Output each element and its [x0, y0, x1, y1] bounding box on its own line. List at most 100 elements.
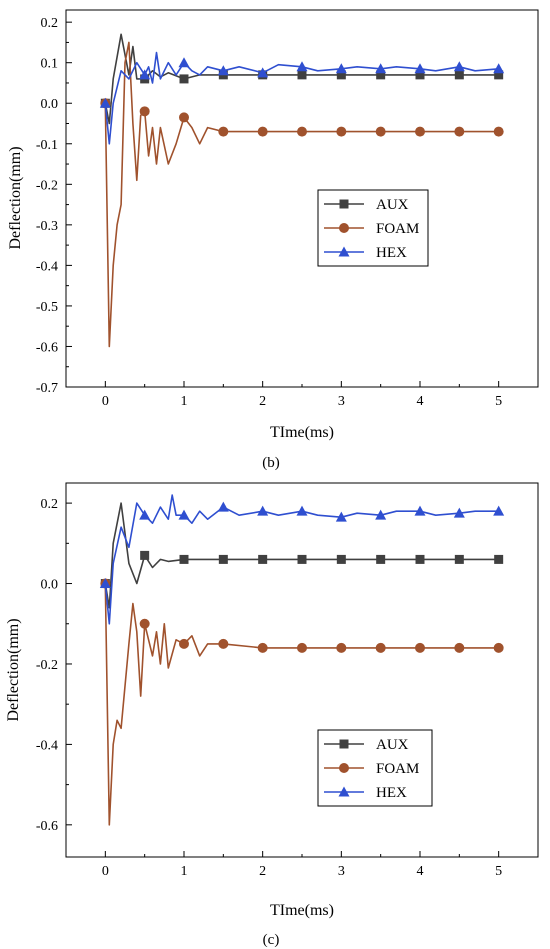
data-point-foam	[493, 642, 504, 653]
x-tick-label: 3	[338, 394, 345, 409]
data-point-aux	[415, 554, 425, 564]
y-tick-label: 0.2	[41, 16, 59, 31]
data-point-foam	[493, 126, 504, 137]
legend-marker-hex	[338, 246, 350, 257]
y-tick-label: -0.2	[36, 658, 58, 673]
x-tick-label: 1	[181, 394, 188, 409]
data-point-aux	[258, 554, 268, 564]
data-point-foam	[415, 642, 425, 653]
x-tick-label: 0	[102, 864, 109, 879]
data-point-hex	[217, 501, 229, 512]
chart-panel-c: 0 1 2 3 4 5 0.2 0.0 -0.2 -0.4 -0.6 TIme(ms) Deflec…	[5, 482, 539, 948]
panel-label: (b)	[262, 455, 280, 471]
y-tick-label: -0.6	[36, 819, 58, 834]
data-point-aux	[297, 554, 307, 564]
y-tick-label: -0.4	[36, 738, 58, 753]
legend-marker-foam	[339, 223, 349, 233]
data-point-hex	[414, 63, 426, 74]
data-point-aux	[376, 70, 386, 80]
data-point-foam	[297, 642, 307, 653]
y-tick-label: 0.0	[41, 578, 59, 593]
data-point-foam	[179, 112, 189, 123]
legend-label-foam: FOAM	[376, 761, 419, 777]
data-point-aux	[336, 554, 346, 564]
chart-panel-b: 0 1 2 3 4 5 0.2 0.1 0.0 -0.1 -0.2 -0.3 -0.4 -0.5 -0.6 -…	[7, 9, 539, 471]
legend-marker-foam	[339, 763, 349, 773]
panel-label: (c)	[263, 932, 280, 948]
y-tick-label: -0.1	[36, 138, 58, 153]
data-point-foam	[139, 618, 150, 629]
data-point-hex	[296, 61, 308, 72]
data-point-aux	[376, 554, 386, 564]
series-line-aux	[104, 33, 499, 125]
data-point-aux	[179, 74, 189, 84]
y-tick-label: 0.2	[41, 497, 59, 512]
data-point-aux	[140, 550, 150, 560]
data-point-hex	[139, 69, 151, 80]
data-point-foam	[218, 126, 229, 137]
data-point-hex	[99, 578, 111, 589]
series-line-foam	[104, 41, 499, 348]
data-point-hex	[493, 505, 505, 516]
legend-label-hex: HEX	[376, 245, 407, 261]
data-point-hex	[335, 63, 347, 74]
legend: AUX FOAM HEX	[317, 729, 433, 807]
data-point-aux	[454, 554, 464, 564]
x-axis-label: TIme(ms)	[270, 424, 334, 441]
x-tick-label: 5	[495, 864, 502, 879]
x-tick-label: 2	[259, 864, 266, 879]
plot-frame	[65, 482, 539, 858]
data-point-foam	[218, 638, 229, 649]
data-point-foam	[257, 126, 268, 137]
y-tick-label: -0.6	[36, 340, 58, 355]
legend-label-aux: AUX	[376, 197, 409, 213]
data-point-hex	[217, 65, 229, 76]
data-point-foam	[454, 126, 465, 137]
data-point-aux	[179, 554, 189, 564]
axis-ticks: 0 1 2 3 4 5 0.2 0.1 0.0 -0.1 -0.2 -0.3 -0.4 -0.5 -0.6 -…	[36, 16, 539, 409]
y-tick-label: -0.7	[36, 381, 58, 396]
series-line-foam	[104, 583, 499, 826]
x-tick-label: 2	[259, 394, 266, 409]
data-point-hex	[375, 63, 387, 74]
data-point-hex	[375, 509, 387, 520]
data-point-aux	[415, 70, 425, 80]
series-line-aux	[104, 502, 499, 609]
legend-label-aux: AUX	[376, 737, 409, 753]
y-axis-label: Deflection(mm)	[7, 146, 24, 249]
chart-marks	[99, 494, 505, 826]
y-tick-label: 0.1	[41, 57, 59, 72]
data-point-hex	[178, 509, 190, 520]
x-tick-label: 4	[417, 864, 424, 879]
data-point-hex	[257, 505, 269, 516]
data-point-hex	[493, 63, 505, 74]
x-tick-label: 5	[495, 394, 502, 409]
y-tick-label: -0.3	[36, 219, 58, 234]
data-point-hex	[335, 511, 347, 522]
chart-marks	[99, 33, 505, 348]
legend-marker-aux	[339, 199, 349, 209]
data-point-hex	[453, 507, 465, 518]
data-point-foam	[336, 126, 347, 137]
legend-marker-aux	[339, 739, 349, 749]
data-point-foam	[179, 638, 189, 649]
data-point-foam	[375, 642, 386, 653]
data-point-aux	[218, 554, 228, 564]
data-point-hex	[139, 509, 151, 520]
legend: AUX FOAM HEX	[317, 189, 429, 267]
legend-label-foam: FOAM	[376, 221, 419, 237]
data-point-hex	[257, 67, 269, 78]
legend-marker-hex	[338, 786, 350, 797]
data-point-aux	[336, 70, 346, 80]
data-point-foam	[454, 642, 465, 653]
data-point-foam	[375, 126, 386, 137]
x-tick-label: 1	[181, 864, 188, 879]
data-point-hex	[453, 61, 465, 72]
x-axis-label: TIme(ms)	[270, 902, 334, 919]
y-tick-label: -0.4	[36, 259, 58, 274]
series-line-hex	[104, 51, 499, 145]
data-point-foam	[257, 642, 268, 653]
x-tick-label: 3	[338, 864, 345, 879]
data-point-foam	[415, 126, 425, 137]
